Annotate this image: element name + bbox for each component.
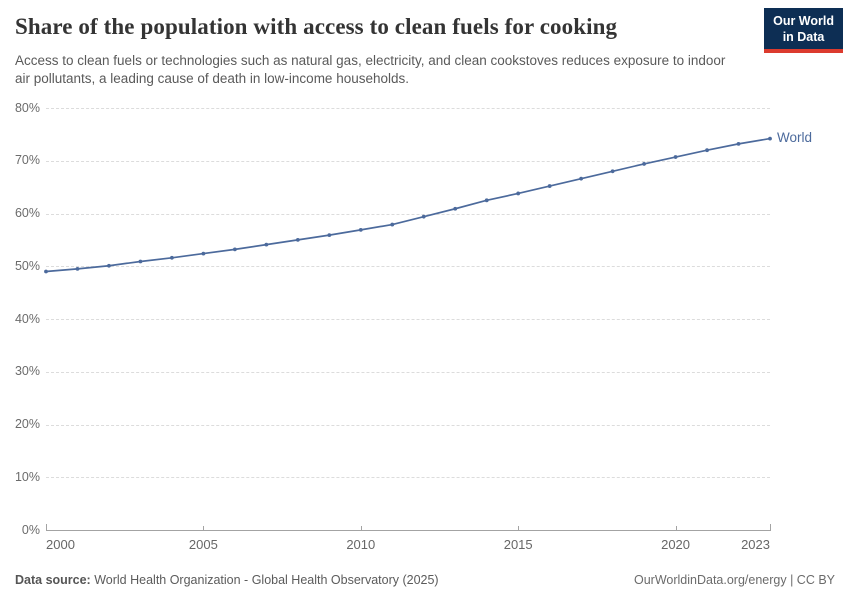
series-label-world[interactable]: World [777, 129, 813, 145]
owid-logo-line1: Our World [773, 14, 834, 28]
series-world[interactable] [44, 108, 772, 530]
data-point[interactable] [358, 227, 363, 232]
data-point[interactable] [516, 191, 521, 196]
chart-footer: Data source: World Health Organization -… [15, 573, 835, 587]
data-point[interactable] [673, 155, 678, 159]
y-tick-label: 0% [21, 522, 40, 537]
data-point[interactable] [484, 198, 489, 203]
x-axis-tick [360, 526, 362, 531]
page-subtitle: Access to clean fuels or technologies su… [15, 53, 726, 86]
y-tick-label: 40% [14, 311, 40, 326]
data-point[interactable] [75, 266, 80, 271]
y-tick-label: 30% [14, 364, 40, 379]
gridline [46, 160, 770, 162]
data-point[interactable] [170, 255, 174, 260]
data-point[interactable] [44, 269, 48, 274]
gridline [46, 108, 770, 109]
x-axis-line [46, 530, 770, 531]
data-source: Data source: World Health Organization -… [15, 573, 439, 587]
x-axis-tick [675, 526, 677, 531]
gridline [46, 266, 770, 268]
x-tick-label: 2015 [503, 537, 533, 552]
data-source-label: Data source: [15, 573, 91, 587]
x-tick-label: 2000 [46, 537, 75, 552]
x-axis-tick [770, 524, 771, 531]
x-tick-label: 2020 [661, 537, 691, 552]
data-point[interactable] [453, 206, 458, 211]
data-point[interactable] [201, 251, 206, 256]
owid-logo-line2: in Data [782, 30, 825, 44]
credit-link[interactable]: OurWorldinData.org/energy | CC BY [633, 573, 835, 587]
data-point[interactable] [138, 259, 143, 264]
gridline [46, 477, 770, 479]
y-tick-label: 50% [14, 258, 40, 273]
y-tick-label: 80% [14, 100, 40, 115]
data-point[interactable] [264, 242, 269, 247]
x-axis-tick [203, 526, 205, 531]
data-point[interactable] [768, 136, 772, 141]
data-point[interactable] [736, 141, 741, 146]
data-point[interactable] [107, 263, 111, 268]
data-point[interactable] [232, 247, 237, 252]
data-point[interactable] [642, 162, 646, 166]
gridline [46, 424, 770, 426]
data-point[interactable] [547, 184, 552, 188]
x-tick-label: 2005 [188, 537, 218, 552]
data-source-value: World Health Organization - Global Healt… [94, 573, 439, 587]
page-title: Share of the population with access to c… [15, 14, 618, 39]
y-tick-label: 60% [14, 206, 40, 220]
y-tick-label: 20% [14, 417, 40, 431]
gridline [46, 213, 770, 215]
data-point[interactable] [295, 237, 300, 242]
data-point[interactable] [705, 148, 709, 153]
series-line-world[interactable] [45, 137, 771, 273]
data-point[interactable] [579, 176, 584, 181]
x-axis-tick [46, 524, 47, 531]
gridline [46, 319, 770, 320]
x-tick-label: 2023 [741, 537, 770, 552]
x-axis-tick [518, 526, 520, 531]
y-tick-label: 10% [14, 469, 40, 484]
data-point[interactable] [327, 233, 332, 238]
data-point[interactable] [610, 169, 615, 174]
y-tick-label: 70% [14, 153, 40, 168]
data-point[interactable] [390, 222, 395, 227]
x-tick-label: 2010 [346, 537, 376, 552]
owid-logo[interactable]: Our World in Data [764, 8, 843, 53]
data-point[interactable] [421, 214, 426, 219]
gridline [46, 371, 770, 373]
